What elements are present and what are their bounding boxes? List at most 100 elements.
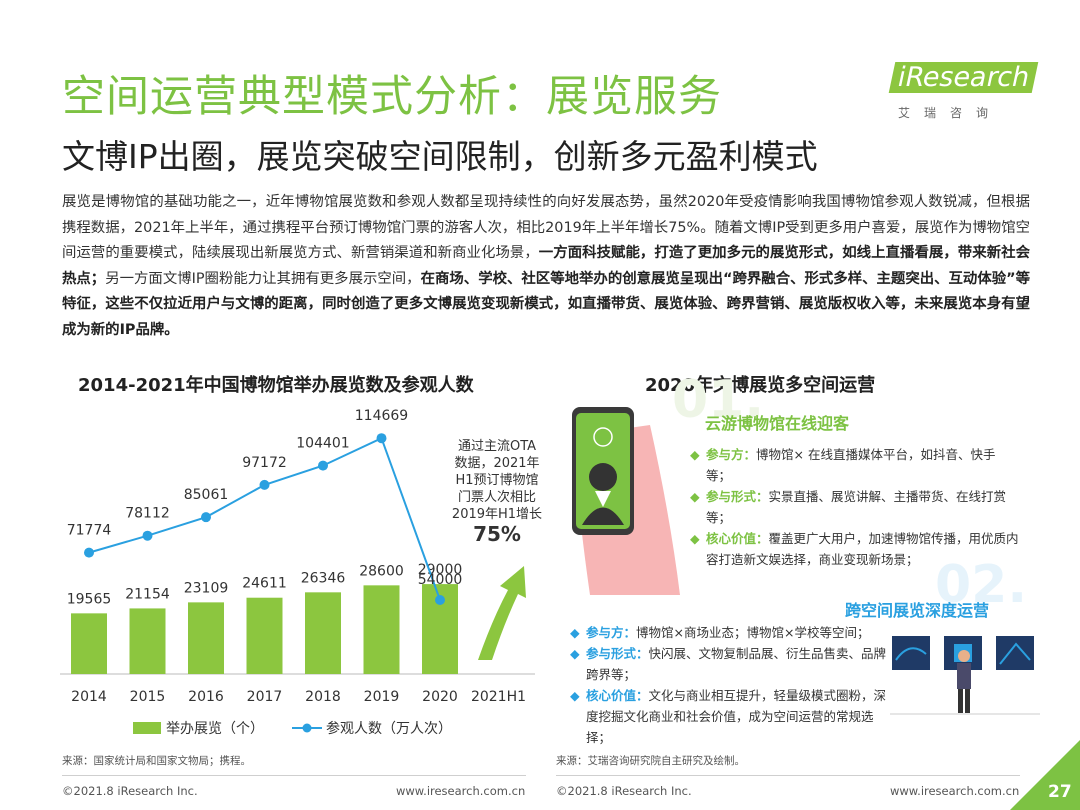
item-key: 核心价值： xyxy=(586,688,649,703)
list-item: ◆ 参与方：博物馆×商场业态；博物馆×学校等空间； xyxy=(570,622,890,643)
bar-value-label: 23109 xyxy=(184,580,229,596)
footer-copyright: ©2021.8 iResearch Inc. xyxy=(556,784,692,798)
annotation-highlight: 75% xyxy=(473,522,521,546)
person-head-icon xyxy=(589,463,617,491)
list-item: ◆ 参与形式：实景直播、展览讲解、主播带货、在线打赏等； xyxy=(690,486,1020,528)
face-scan-icon xyxy=(593,427,613,447)
exhibition-chart: 19565 21154 23109 24611 26346 28600 29000 71774… xyxy=(60,408,542,737)
line-point xyxy=(201,512,211,523)
item-key: 参与形式： xyxy=(586,646,649,661)
line-value-label: 54000 xyxy=(418,572,463,588)
collar-icon xyxy=(595,491,611,507)
x-tick-label: 2018 xyxy=(305,689,341,705)
item-key: 参与形式： xyxy=(706,489,769,504)
x-tick-label: 2016 xyxy=(188,689,224,705)
line-point xyxy=(259,479,270,490)
list-item: ◆ 参与形式：快闪展、文物复制品展、衍生品售卖、品牌跨界等； xyxy=(570,643,890,685)
visitor-head-icon xyxy=(958,650,970,662)
section-number-1: 01. xyxy=(672,370,765,430)
page-subtitle: 文博IP出圈，展览突破空间限制，创新多元盈利模式 xyxy=(62,137,818,176)
list-item: ◆ 参与方：博物馆× 在线直播媒体平台，如抖音、快手等； xyxy=(690,444,1020,486)
x-tick-label: 2015 xyxy=(130,689,166,705)
item-key: 参与方： xyxy=(706,447,757,462)
diamond-bullet-icon: ◆ xyxy=(570,646,580,661)
artwork-frame xyxy=(996,636,1034,670)
bar xyxy=(188,602,224,674)
artwork-stroke xyxy=(895,647,927,661)
bar-value-label: 19565 xyxy=(67,591,112,607)
footer-url: www.iresearch.com.cn xyxy=(890,784,1020,798)
section1-list: ◆ 参与方：博物馆× 在线直播媒体平台，如抖音、快手等； ◆ 参与形式：实景直播、展… xyxy=(690,444,1020,570)
body-text-1: 展览是博物馆的基础功能之一，近年博物馆展览数和参观人数都呈现持续性的向好发展态势… xyxy=(62,194,1030,261)
bar xyxy=(246,597,283,674)
list-item: ◆ 核心价值：文化与商业相互提升，轻量级模式圈粉，深度挖掘文化商业和社会价值，成为… xyxy=(570,685,890,748)
diamond-bullet-icon: ◆ xyxy=(690,489,700,504)
page-corner-triangle xyxy=(1010,740,1080,810)
item-text: 博物馆×商场业态；博物馆×学校等空间； xyxy=(636,625,870,640)
legend-line-marker xyxy=(302,723,312,733)
line-point xyxy=(435,595,445,605)
line-value-label: 104401 xyxy=(296,436,349,452)
source-note-right: 来源：艾瑞咨询研究院自主研究及绘制。 xyxy=(556,755,745,767)
body-paragraph: 展览是博物馆的基础功能之一，近年博物馆展览数和参观人数都呈现持续性的向好发展态势… xyxy=(62,190,1030,343)
list-item: ◆ 核心价值：覆盖更广大用户，加速博物馆传播，用优质内容打造新文娱选择，商业变现新… xyxy=(690,528,1020,570)
diamond-bullet-icon: ◆ xyxy=(690,447,700,462)
artwork-stroke xyxy=(999,642,1031,665)
line-value-label: 97172 xyxy=(242,455,287,471)
line-value-label: 71774 xyxy=(67,523,112,539)
bar xyxy=(363,585,400,674)
x-tick-label: 2021H1 xyxy=(471,689,526,705)
item-text: 快闪展、文物复制品展、衍生品售卖、品牌跨界等； xyxy=(586,646,887,682)
phone-live-illustration xyxy=(572,407,680,595)
section1-title: 云游博物馆在线迎客 xyxy=(705,414,850,433)
section-number-2: 02. xyxy=(935,555,1028,615)
line-value-label: 78112 xyxy=(125,506,170,522)
bar-value-label: 21154 xyxy=(125,586,170,602)
visitor-leg-icon xyxy=(965,689,970,713)
line-point xyxy=(84,547,94,558)
annotation-line: 数据，2021年 xyxy=(454,456,539,471)
bar-value-label: 24611 xyxy=(242,576,287,592)
person-body-icon xyxy=(582,507,624,525)
bar-value-label: 26346 xyxy=(301,570,346,586)
item-text: 实景直播、展览讲解、主播带货、在线打赏等； xyxy=(706,489,1007,525)
visitor-leg-icon xyxy=(958,689,963,713)
bar-value-label: 28600 xyxy=(359,563,404,579)
left-chart-title: 2014-2021年中国博物馆举办展览数及参观人数 xyxy=(78,375,474,396)
x-tick-label: 2017 xyxy=(247,689,283,705)
body-text-2: 另一方面文博IP圈粉能力让其拥有更多展示空间， xyxy=(105,270,421,287)
growth-arrow-icon xyxy=(478,566,526,660)
line-point xyxy=(142,530,153,541)
legend-bar-label: 举办展览（个） xyxy=(166,721,264,737)
bar xyxy=(71,613,107,674)
item-text: 覆盖更广大用户，加速博物馆传播，用优质内容打造新文娱选择，商业变现新场景； xyxy=(706,531,1019,567)
section2-list: ◆ 参与方：博物馆×商场业态；博物馆×学校等空间； ◆ 参与形式：快闪展、文物复制品… xyxy=(570,622,890,748)
annotation-line: 通过主流OTA xyxy=(458,439,536,454)
source-note-left: 来源：国家统计局和国家文物局；携程。 xyxy=(62,755,251,767)
legend-line-label: 参观人数（万人次） xyxy=(326,720,452,737)
iresearch-logo: iResearch 艾瑞咨询 xyxy=(888,62,1042,132)
legend-bar-swatch xyxy=(133,722,161,734)
item-key: 核心价值： xyxy=(706,531,769,546)
diamond-bullet-icon: ◆ xyxy=(690,531,700,546)
x-tick-label: 2020 xyxy=(422,689,458,705)
footer-divider xyxy=(62,775,526,776)
line-point xyxy=(376,433,387,444)
diamond-bullet-icon: ◆ xyxy=(570,688,580,703)
footer-divider xyxy=(556,775,1020,776)
bar-value-label: 29000 xyxy=(418,562,463,578)
line-value-label: 114669 xyxy=(355,408,408,424)
right-section-title: 2020年文博展览多空间运营 xyxy=(645,375,876,396)
body-bold-2: 在商场、学校、社区等地举办的创意展览呈现出“跨界融合、形式多样、主题突出、互动体… xyxy=(62,270,1030,338)
diamond-bullet-icon: ◆ xyxy=(570,625,580,640)
item-key: 参与方： xyxy=(586,625,637,640)
line-value-label: 85061 xyxy=(184,487,229,503)
page-title: 空间运营典型模式分析：展览服务 xyxy=(62,72,722,122)
body-bold-1: 一方面科技赋能，打造了更加多元的展览形式，如线上直播看展，带来新社会热点； xyxy=(62,245,1030,287)
x-tick-label: 2019 xyxy=(364,689,400,705)
logo-subtext: 艾瑞咨询 xyxy=(898,106,1003,120)
bar xyxy=(305,592,341,674)
annotation-line: H1预订博物馆 xyxy=(455,473,538,488)
logo-word: iResearch xyxy=(888,62,1039,93)
line-point xyxy=(318,460,328,471)
